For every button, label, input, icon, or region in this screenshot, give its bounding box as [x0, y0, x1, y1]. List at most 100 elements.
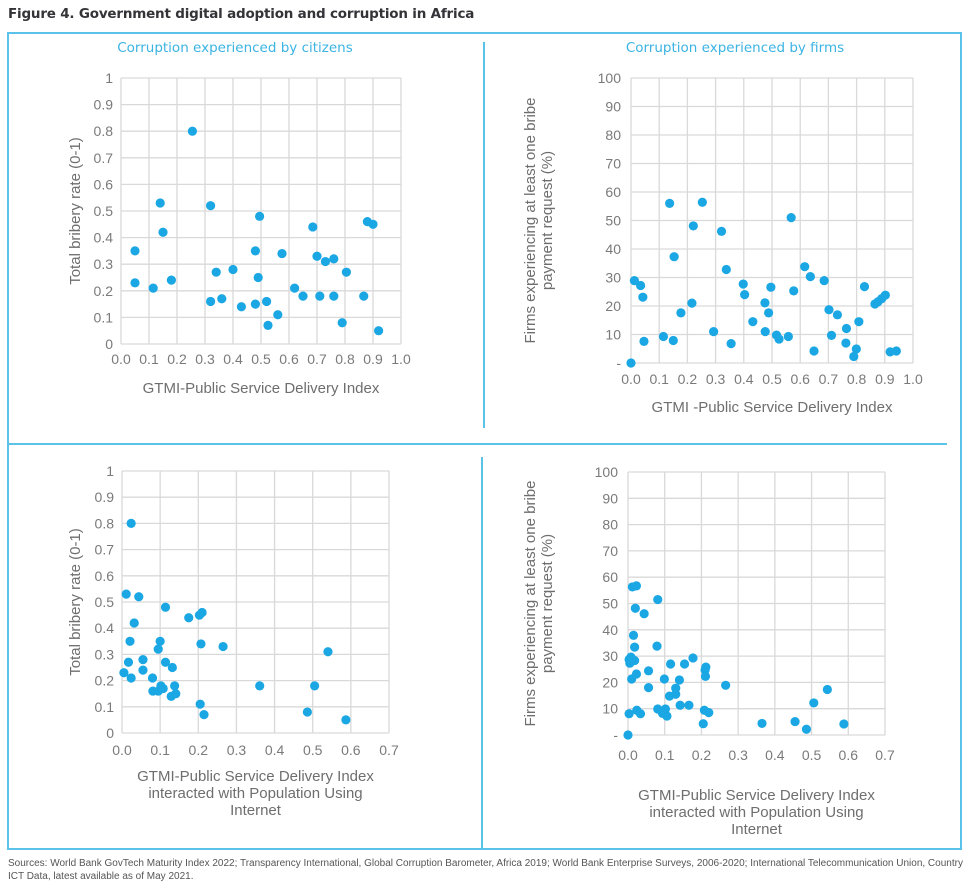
data-point	[697, 197, 707, 207]
data-point	[687, 298, 697, 308]
data-point	[138, 655, 148, 665]
y-tick-label: 0.3	[95, 646, 115, 662]
x-axis-label: GTMI-Public Service Delivery Index	[143, 380, 380, 397]
y-tick-label: -	[616, 355, 621, 371]
y-tick-label: 0.9	[95, 489, 115, 505]
data-point	[819, 276, 829, 286]
data-point	[662, 711, 672, 721]
x-tick-label: 0.7	[875, 747, 895, 763]
panel-title-firms: Corruption experienced by firms	[625, 40, 845, 56]
data-point	[676, 308, 686, 318]
sources-note: Sources: World Bank GovTech Maturity Ind…	[8, 858, 963, 882]
y-tick-label: 40	[602, 622, 618, 638]
y-tick-label: 0.2	[95, 673, 115, 689]
data-point	[688, 653, 698, 663]
data-point	[167, 662, 177, 673]
x-tick-label: 0.2	[167, 351, 187, 367]
data-point	[130, 278, 140, 288]
data-point	[218, 641, 228, 652]
data-point	[801, 724, 812, 734]
data-point	[184, 613, 194, 623]
data-point	[652, 641, 662, 651]
y-tick-label: 90	[605, 99, 621, 115]
data-point	[880, 290, 890, 300]
data-point	[841, 323, 852, 334]
data-point	[631, 669, 642, 679]
data-point	[341, 715, 351, 725]
data-point	[824, 305, 834, 315]
data-point	[665, 659, 676, 669]
data-point	[126, 518, 136, 529]
y-tick-label: 80	[605, 127, 621, 143]
x-tick-label: 0.1	[649, 371, 669, 387]
x-tick-label: 0.0	[111, 351, 131, 367]
y-tick-label: 0.6	[94, 176, 114, 192]
data-point	[757, 718, 767, 729]
data-point	[851, 344, 861, 354]
x-tick-label: 0.7	[819, 371, 839, 387]
y-tick-label: 0.6	[95, 568, 115, 584]
data-point	[669, 252, 679, 262]
data-point	[638, 292, 648, 302]
x-tick-label: 0.6	[341, 742, 361, 758]
x-tick-label: 0.3	[227, 742, 247, 758]
x-tick-label: 0.3	[195, 351, 215, 367]
data-point	[129, 618, 139, 628]
data-point	[630, 655, 640, 666]
data-point	[148, 283, 158, 293]
data-point	[832, 310, 843, 320]
data-point	[631, 581, 642, 591]
data-point	[312, 251, 322, 261]
y-tick-label: 30	[605, 270, 621, 286]
data-point	[643, 683, 654, 693]
data-point	[329, 291, 339, 301]
y-tick-label: 100	[598, 70, 622, 86]
y-tick-label: 80	[602, 517, 618, 533]
y-tick-label: 100	[595, 464, 619, 480]
data-point	[635, 709, 646, 719]
data-point	[315, 291, 325, 301]
data-point	[123, 657, 134, 667]
data-point	[659, 674, 669, 684]
data-point	[320, 256, 330, 267]
y-tick-label: 1	[105, 70, 113, 86]
x-tick-label: 0.6	[279, 351, 299, 367]
data-point	[668, 335, 678, 346]
x-tick-label: 0.1	[139, 351, 159, 367]
data-point	[250, 299, 260, 309]
x-tick-label: 0.4	[765, 747, 785, 763]
data-point	[738, 279, 748, 289]
data-point	[250, 246, 260, 256]
y-tick-label: 1	[106, 463, 114, 479]
data-point	[809, 698, 819, 708]
y-tick-label: 10	[602, 701, 618, 717]
data-point	[158, 227, 168, 237]
data-point	[196, 639, 206, 649]
data-point	[684, 700, 694, 710]
data-point	[859, 282, 870, 292]
data-point	[206, 296, 216, 307]
y-tick-label: 0.1	[95, 699, 115, 715]
data-point	[155, 198, 165, 208]
data-point	[121, 589, 131, 599]
data-point	[273, 310, 283, 320]
data-point	[626, 358, 636, 368]
data-point	[764, 308, 774, 318]
data-point	[166, 275, 176, 285]
y-axis-label: Total bribery rate (0-1)	[67, 528, 84, 676]
data-point	[262, 296, 272, 307]
x-tick-label: 0.5	[762, 371, 782, 387]
x-axis-label: interacted with Population Using	[649, 804, 863, 821]
x-tick-label: 0.5	[802, 747, 822, 763]
y-tick-label: 0.7	[95, 542, 115, 558]
x-tick-label: 0.0	[112, 742, 132, 758]
data-point	[760, 298, 770, 308]
x-axis-label: interacted with Population Using	[148, 785, 362, 802]
chart-firms-gtmi-internet: - 10 20 30 40 50 60 70 80 90 100 0.0 0.1 0.2 0.3 0.4 0.5…	[522, 464, 895, 838]
chart-citizens-gtmi-internet: 0 0.1 0.2 0.3 0.4 0.5 0.6 0.7 0.8 0.9 1 0.0 0.1 0.2 0.…	[67, 463, 399, 819]
x-tick-label: 0.4	[265, 742, 285, 758]
x-tick-label: 0.2	[678, 371, 698, 387]
data-point	[253, 272, 263, 283]
x-tick-label: 0.0	[618, 747, 638, 763]
data-point	[160, 602, 171, 612]
